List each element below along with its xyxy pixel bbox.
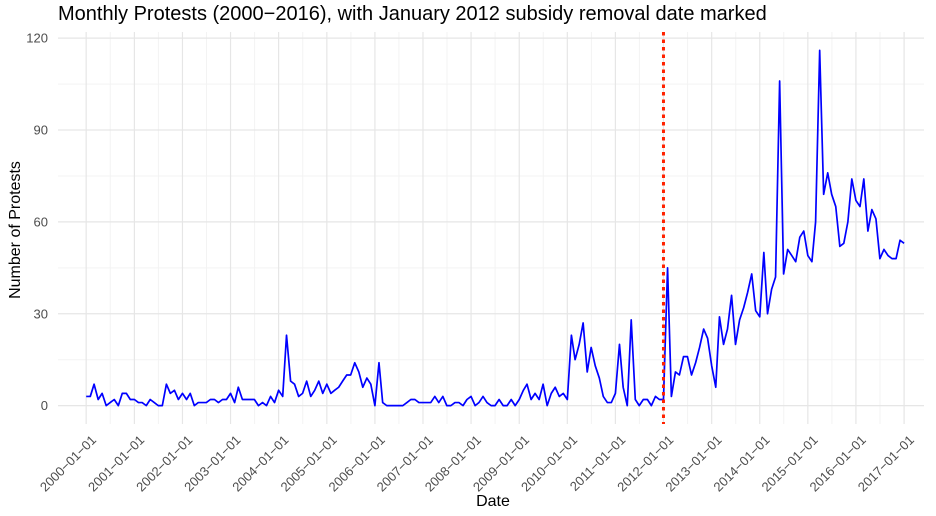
y-axis-title: Number of Protests (7, 161, 24, 299)
chart-title: Monthly Protests (2000−2016), with Janua… (58, 3, 767, 25)
y-tick-label: 120 (26, 31, 48, 46)
y-tick-label: 90 (34, 123, 48, 138)
major-gridlines (58, 32, 924, 424)
y-tick-label: 30 (34, 306, 48, 321)
x-axis-title: Date (476, 493, 510, 510)
y-tick-label: 60 (34, 214, 48, 229)
y-tick-label: 0 (41, 398, 48, 413)
series-layer (86, 49, 905, 407)
y-axis-ticks: 0 30 60 90 120 (26, 31, 48, 414)
minor-gridlines (58, 32, 924, 424)
series-line (86, 49, 905, 407)
x-axis-ticks: 2000−01−012001−01−012002−01−012003−01−01… (37, 432, 917, 494)
